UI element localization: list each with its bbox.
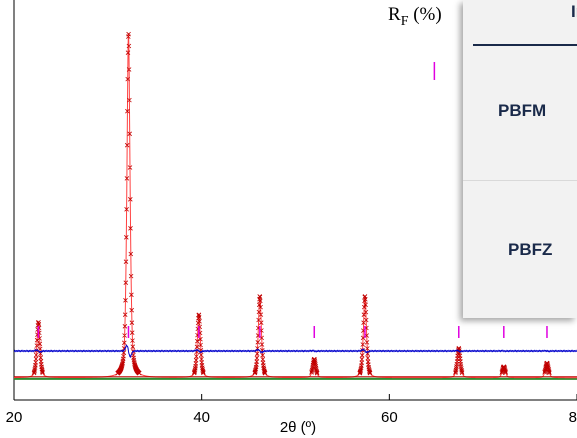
x-tick-label-40: 40 xyxy=(193,409,210,426)
overlay-table: In PBFM PBFZ xyxy=(463,0,577,318)
observed-marks xyxy=(31,31,552,376)
x-tick-label-80: 80 xyxy=(569,409,577,426)
rf-label: RF (%) xyxy=(388,4,442,29)
bragg-markers xyxy=(37,62,548,338)
row-divider xyxy=(463,180,577,181)
difference-curve xyxy=(13,344,577,359)
table-row-label-pbfm: PBFM xyxy=(498,101,547,120)
plot-axes xyxy=(13,0,577,401)
table-header: In xyxy=(473,0,577,46)
x-axis-label: 2θ (º) xyxy=(280,419,316,436)
difference-path xyxy=(13,344,577,359)
x-tick-label-60: 60 xyxy=(381,409,398,426)
table-row-label-pbfz: PBFZ xyxy=(508,240,553,259)
x-axis-ticks: 20 40 60 80 xyxy=(6,394,577,426)
table-header-label: In xyxy=(571,2,577,21)
observed-points xyxy=(14,31,577,378)
x-tick-label-20: 20 xyxy=(6,409,23,426)
